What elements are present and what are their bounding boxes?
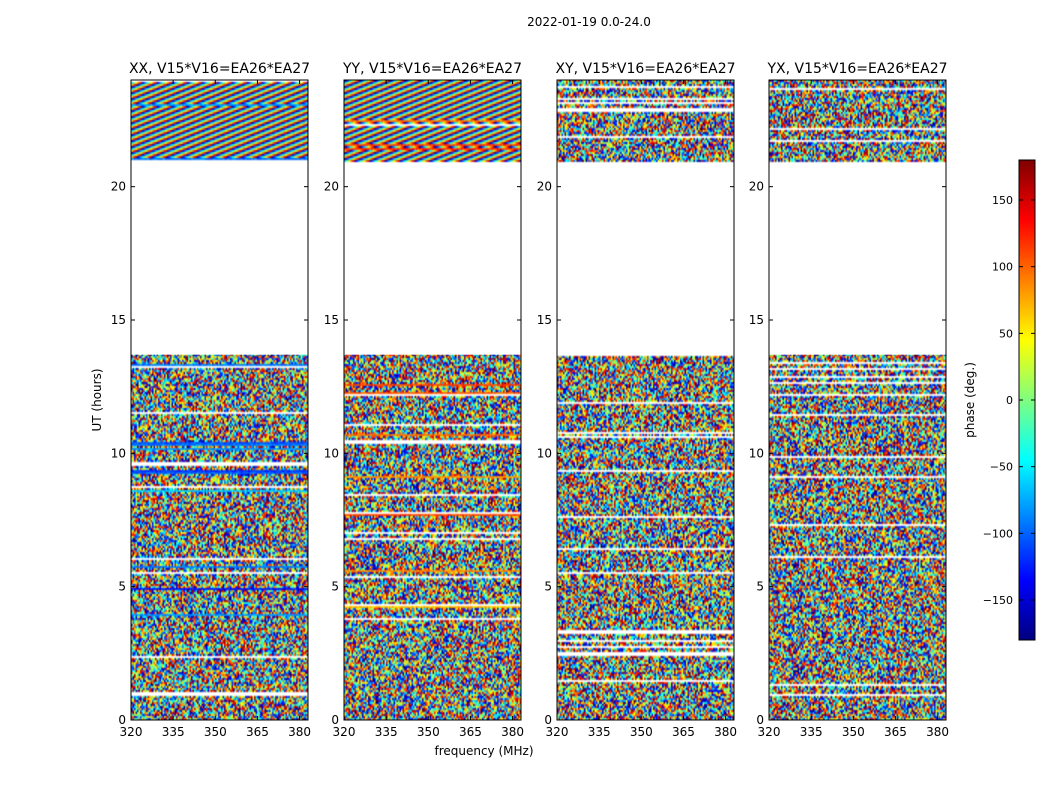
data-gap (769, 162, 946, 355)
colorbar: 150 100 50 0 −50 −100 −150 phase (deg.) (963, 159, 1036, 641)
y-tick-label: 10 (749, 446, 764, 460)
data-gap (557, 162, 734, 355)
y-tick-label: 15 (324, 313, 339, 327)
y-tick-label: 0 (331, 713, 339, 727)
y-tick-label: 20 (537, 180, 552, 194)
y-tick-label: 15 (749, 313, 764, 327)
x-tick-label: 335 (375, 725, 398, 739)
y-tick-label: 0 (544, 713, 552, 727)
colorbar-tick-label: 150 (992, 194, 1013, 207)
x-tick-label: 380 (288, 725, 311, 739)
y-tick-label: 15 (537, 313, 552, 327)
y-tick-label: 20 (749, 180, 764, 194)
x-tick-label: 380 (926, 725, 949, 739)
x-tick-label: 350 (842, 725, 865, 739)
x-tick-label: 320 (333, 725, 356, 739)
x-tick-label: 320 (546, 725, 569, 739)
y-tick-label: 5 (544, 580, 552, 594)
y-axis-label: UT (hours) (90, 368, 104, 431)
colorbar-label: phase (deg.) (963, 362, 977, 438)
colorbar-tick-label: −50 (990, 461, 1013, 474)
x-tick-label: 365 (884, 725, 907, 739)
x-axis-label: frequency (MHz) (434, 744, 533, 758)
panel-title: YY, V15*V16=EA26*EA27 (342, 61, 522, 77)
y-tick-label: 15 (111, 313, 126, 327)
x-tick-label: 365 (246, 725, 269, 739)
y-tick-label: 5 (756, 580, 764, 594)
x-tick-label: 335 (162, 725, 185, 739)
x-tick-label: 350 (204, 725, 227, 739)
panel-title: XX, V15*V16=EA26*EA27 (129, 61, 310, 77)
x-tick-label: 380 (714, 725, 737, 739)
panel-frame (556, 79, 735, 721)
colorbar-tick-label: 0 (1006, 394, 1013, 407)
panel-frame (130, 79, 309, 721)
x-tick-label: 365 (459, 725, 482, 739)
x-tick-label: 320 (758, 725, 781, 739)
y-tick-label: 10 (111, 446, 126, 460)
y-tick-label: 5 (118, 580, 126, 594)
panel-3: YX, V15*V16=EA26*EA27 320 335 350 365 380 0 5 10… (749, 61, 949, 739)
y-tick-label: 20 (111, 180, 126, 194)
panel-0: XX, V15*V16=EA26*EA27 320 335 350 365 380 0 5 10… (111, 61, 311, 739)
panel-frame (768, 79, 947, 721)
y-tick-label: 10 (324, 446, 339, 460)
panel-2: XY, V15*V16=EA26*EA27 320 335 350 365 380 0 5 10… (537, 61, 737, 739)
panel-title: YX, V15*V16=EA26*EA27 (766, 61, 947, 77)
data-gap (344, 162, 521, 355)
colorbar-tick-label: 50 (999, 327, 1013, 340)
colorbar-tick-label: −150 (983, 594, 1013, 607)
y-tick-label: 5 (331, 580, 339, 594)
y-tick-label: 0 (756, 713, 764, 727)
figure-suptitle: 2022-01-19 0.0-24.0 (527, 15, 651, 29)
panels: XX, V15*V16=EA26*EA27 320 335 350 365 380 0 5 10… (111, 61, 949, 739)
y-tick-label: 0 (118, 713, 126, 727)
colorbar-tick-label: 100 (992, 261, 1013, 274)
x-tick-label: 320 (120, 725, 143, 739)
x-tick-label: 335 (800, 725, 823, 739)
colorbar-tick-label: −100 (983, 527, 1013, 540)
x-tick-label: 335 (588, 725, 611, 739)
x-tick-label: 350 (630, 725, 653, 739)
panel-title: XY, V15*V16=EA26*EA27 (555, 61, 735, 77)
x-tick-label: 365 (672, 725, 695, 739)
y-tick-label: 10 (537, 446, 552, 460)
x-tick-label: 380 (501, 725, 524, 739)
panel-1: YY, V15*V16=EA26*EA27 320 335 350 365 380 0 5 10… (324, 61, 524, 739)
y-tick-label: 20 (324, 180, 339, 194)
data-gap (131, 162, 308, 355)
panel-frame (343, 79, 522, 721)
x-tick-label: 350 (417, 725, 440, 739)
